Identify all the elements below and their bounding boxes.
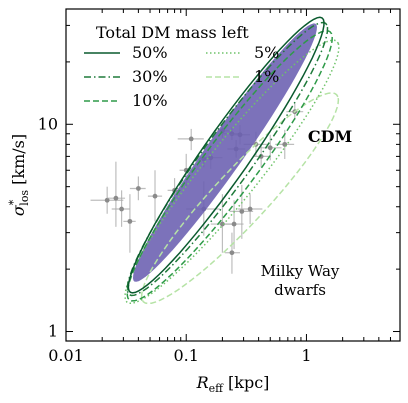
dwarf-point-0	[90, 186, 124, 214]
legend-label-30pct: 30%	[132, 67, 168, 86]
legend-label-5pct: 5%	[254, 43, 279, 62]
y-axis-label: σ*los [km/s]	[7, 134, 31, 216]
dwarf-marker-5	[152, 193, 158, 199]
dwarf-point-1	[107, 161, 126, 227]
dwarf-marker-0	[104, 197, 110, 203]
dwarf-point-4	[129, 176, 146, 201]
dwarf-marker-16	[267, 145, 273, 151]
dwarf-point-24	[224, 232, 240, 274]
legend-label-1pct: 1%	[254, 67, 279, 86]
plot-background	[66, 9, 400, 341]
dwarf-marker-4	[135, 186, 141, 191]
contour-1pct	[140, 92, 340, 305]
dwarf-marker-23	[247, 206, 253, 212]
dwarf-marker-24	[229, 250, 235, 256]
dwarfs-label-line2: dwarfs	[274, 281, 326, 299]
x-tick-label-2: 1	[301, 346, 311, 365]
dwarf-marker-2	[119, 206, 124, 212]
x-axis-label: Reff [kpc]	[196, 373, 270, 395]
legend-title: Total DM mass left	[96, 23, 249, 42]
dwarf-point-23	[238, 194, 263, 225]
dwarf-marker-22	[239, 208, 245, 214]
plot-frame	[65, 8, 401, 342]
legend: Total DM mass left 50% 5% 30% 1% 10%	[84, 23, 279, 110]
contour-30pct	[126, 21, 329, 297]
x-tick-label-0: 0.01	[48, 346, 84, 365]
dwarf-marker-1	[113, 195, 119, 201]
dwarfs-label-line1: Milky Way	[261, 262, 340, 280]
dwarf-point-21	[224, 200, 244, 250]
dwarf-marker-20	[220, 221, 225, 227]
dwarf-point-25	[253, 145, 270, 168]
dwarf-marker-8	[188, 136, 194, 142]
dwarf-point-8	[177, 128, 204, 151]
dwarf-point-2	[111, 190, 130, 227]
dwarf-point-3	[123, 194, 136, 253]
contour-5pct	[124, 39, 340, 304]
cdm-label: CDM	[308, 127, 352, 146]
contour-10pct	[126, 30, 333, 302]
cdm-region	[133, 23, 317, 282]
dwarf-marker-3	[127, 218, 133, 224]
y-tick-label-1: 10	[38, 114, 58, 133]
y-tick-label-0: 1	[48, 322, 58, 341]
x-tick-label-1: 0.1	[173, 346, 198, 365]
dwarf-marker-21	[231, 221, 237, 227]
legend-label-10pct: 10%	[132, 91, 168, 110]
dwarf-point-5	[147, 170, 163, 222]
legend-label-50pct: 50%	[132, 43, 168, 62]
contour-50pct	[127, 16, 325, 294]
